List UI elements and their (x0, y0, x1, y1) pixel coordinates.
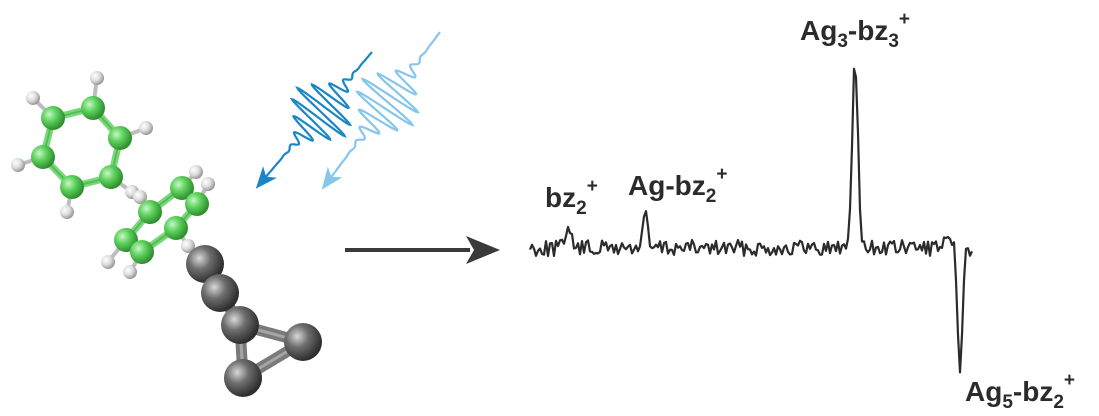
laser-pulse-pair-icon (255, 31, 441, 190)
pump-pulse-arrowhead (255, 166, 277, 189)
silver-atom (186, 245, 224, 283)
silver-atom (224, 359, 262, 397)
hydrogen-atom (90, 71, 104, 85)
spectrum-trace (528, 67, 973, 374)
pump-pulse (255, 51, 373, 189)
hydrogen-atom (133, 190, 147, 204)
carbon-atom (108, 126, 132, 150)
hydrogen-atom (11, 158, 25, 172)
peak-label-ag-bz2: Ag-bz2+ (628, 164, 727, 207)
peak-label-ag3-bz3: Ag3-bz3+ (800, 9, 910, 52)
peak-label-bz2: bz2+ (545, 176, 598, 219)
mass-spectrum (528, 67, 973, 374)
peak-label-ag5-bz2: Ag5-bz2+ (965, 370, 1075, 413)
hydrogen-atom (101, 255, 115, 269)
carbon-atom (138, 200, 162, 224)
carbon-atom (81, 96, 105, 120)
probe-pulse-arrowhead (321, 166, 343, 190)
silver-atom (284, 323, 322, 361)
carbon-atom (130, 240, 154, 264)
carbon-atom (164, 216, 188, 240)
benzene-dimer-silver-cluster-icon (11, 71, 322, 397)
carbon-atom (31, 145, 55, 169)
right-arrow-icon (345, 236, 500, 264)
hydrogen-atom (123, 265, 137, 279)
hydrogen-atom (189, 165, 203, 179)
silver-atom (221, 306, 259, 344)
carbon-atom (41, 106, 65, 130)
hydrogen-atom (139, 121, 153, 135)
carbon-atom (60, 175, 84, 199)
molecule-atoms (11, 71, 322, 397)
carbon-atom (170, 176, 194, 200)
hydrogen-atom (181, 239, 195, 253)
hydrogen-atom (60, 205, 74, 219)
hydrogen-atom (26, 91, 40, 105)
pump-pulse-wave (269, 51, 373, 173)
probe-pulse-wave (334, 31, 441, 173)
hydrogen-atom (201, 177, 215, 191)
probe-pulse (321, 31, 441, 190)
carbon-atom (99, 165, 123, 189)
carbon-atom (185, 192, 209, 216)
silver-atom (201, 274, 239, 312)
